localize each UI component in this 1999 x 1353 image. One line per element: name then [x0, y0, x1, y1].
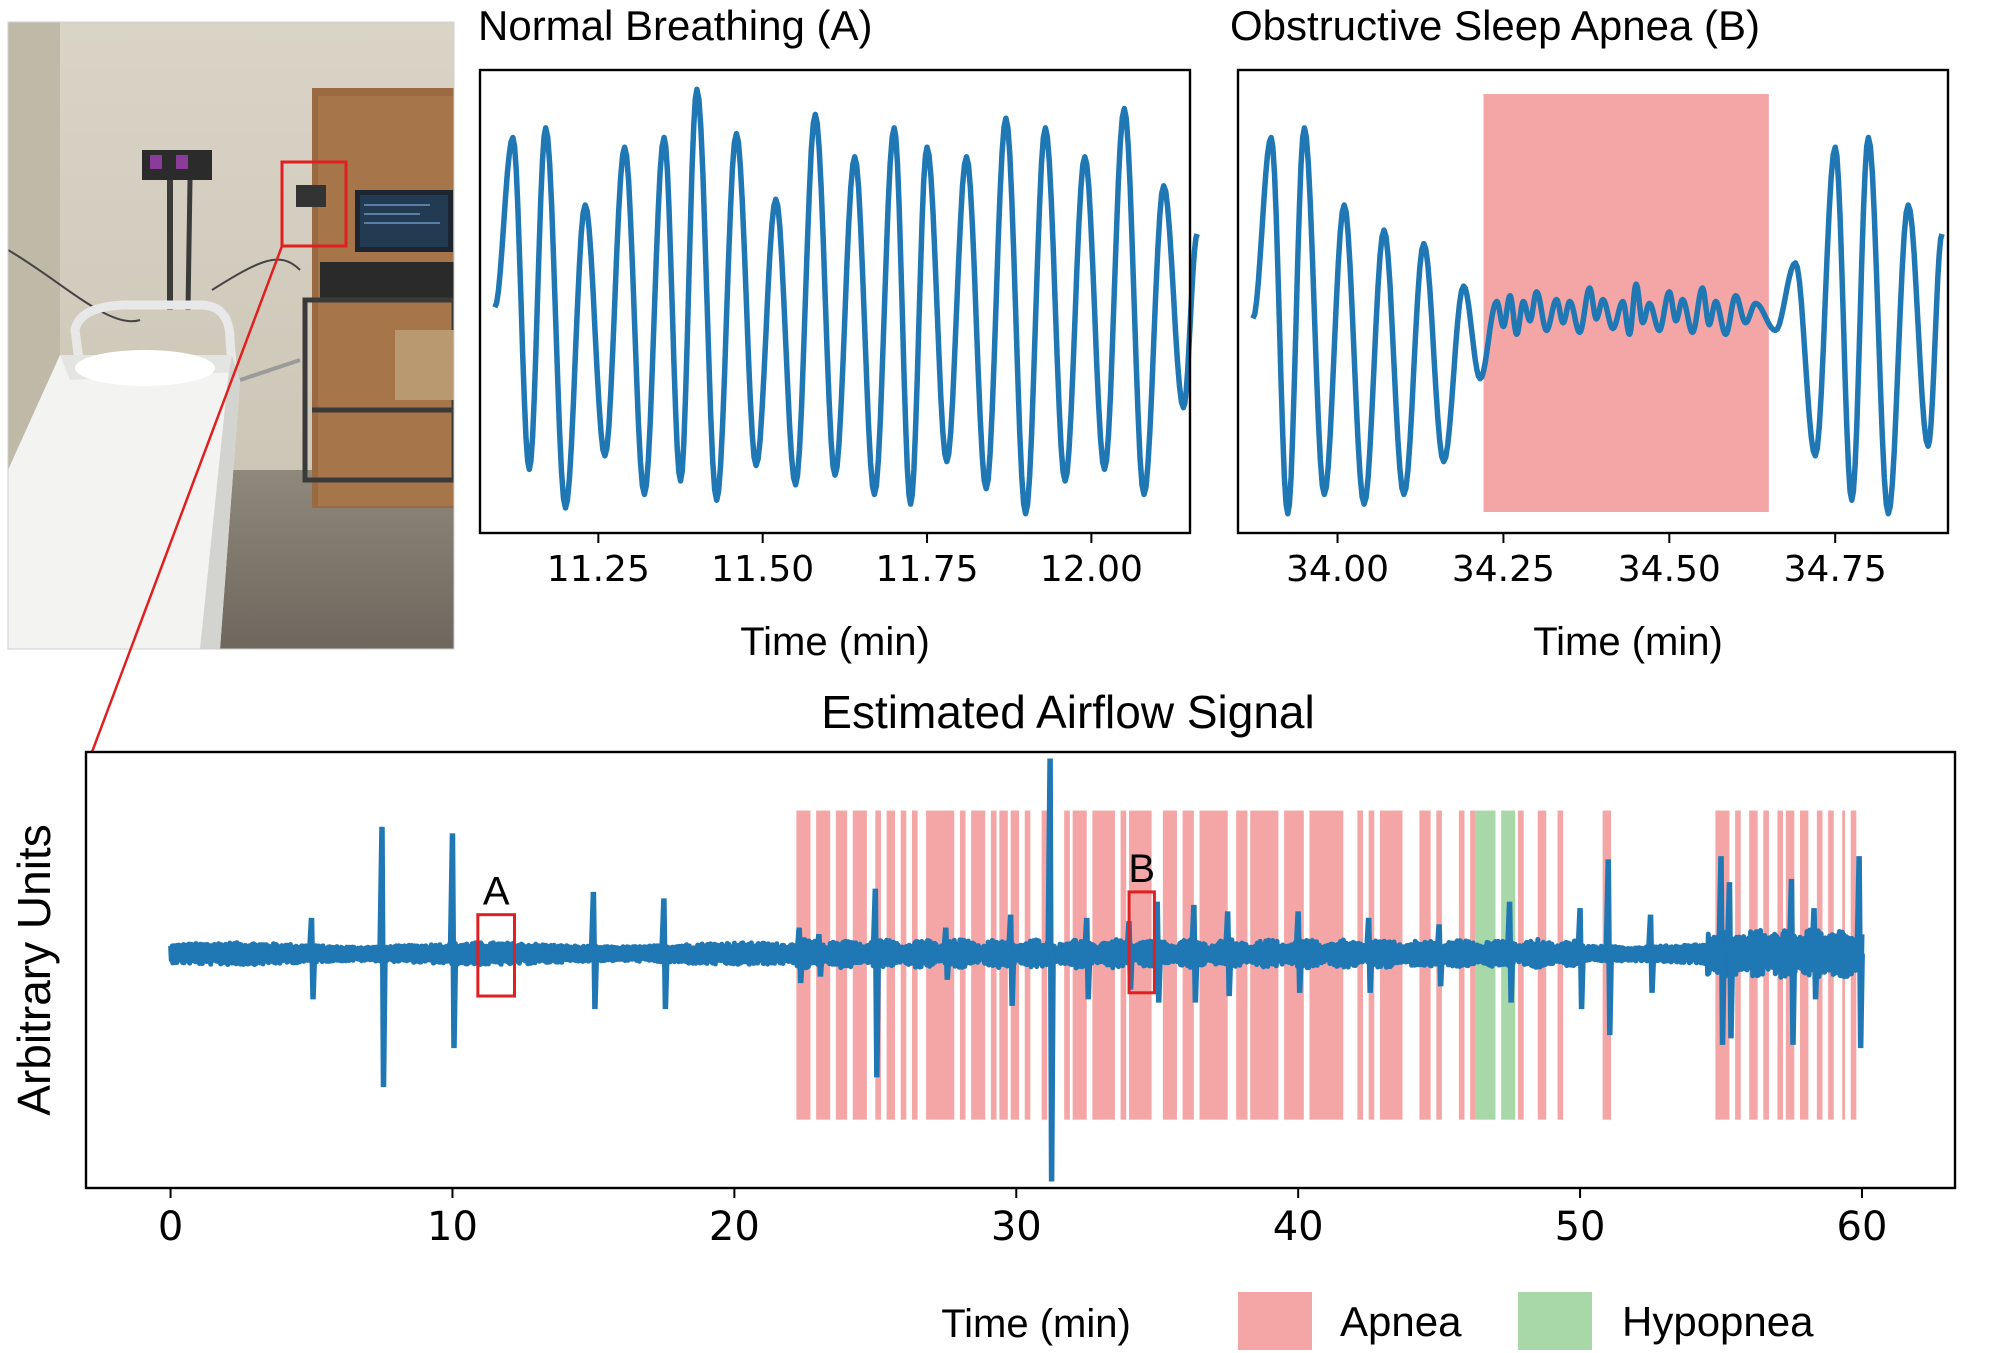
chart-main-xtick-label: 50: [1555, 1204, 1606, 1250]
chart-b-xtick-label: 34.00: [1286, 549, 1389, 590]
marker-label-a: A: [483, 870, 510, 914]
airflow-spike: [377, 826, 388, 1088]
chart-a-frame: [478, 68, 1192, 535]
airflow-spike: [1603, 859, 1615, 1036]
chart-a-ticks: 11.25 11.50 11.75 12.00: [547, 533, 1143, 590]
chart-b-title: Obstructive Sleep Apnea (B): [1230, 2, 1760, 49]
airflow-spike: [1716, 856, 1727, 1045]
chart-main-ticks: 0 10 20 30 40 50 60: [158, 1188, 1888, 1250]
apnea-interval: [1357, 810, 1364, 1120]
legend-label-apnea: Apnea: [1340, 1298, 1462, 1345]
airflow-spike: [1189, 904, 1200, 1003]
photo-connector-line: [90, 245, 284, 753]
legend: Apnea Hypopnea: [1238, 1292, 1814, 1350]
chart-main-xtick-label: 40: [1273, 1204, 1324, 1250]
chart-main-ylabel: Arbitrary Units: [8, 824, 60, 1115]
chart-main-xtick-label: 60: [1837, 1204, 1888, 1250]
chart-a-xlabel: Time (min): [740, 620, 930, 664]
chart-main-title: Estimated Airflow Signal: [821, 686, 1314, 738]
airflow-spike: [588, 891, 600, 1010]
equipment-cart: [320, 262, 454, 300]
airflow-spike: [1809, 908, 1820, 1000]
airflow-spike: [1645, 914, 1657, 993]
legend-swatch-apnea: [1238, 1292, 1312, 1350]
airflow-spike: [1434, 924, 1445, 987]
marker-box-a: [476, 913, 516, 998]
chart-b: Obstructive Sleep Apnea (B) 34.00 34.25 34…: [1230, 2, 1950, 664]
chart-b-frame: [1236, 68, 1950, 535]
chart-main-xtick-label: 30: [991, 1204, 1042, 1250]
airflow-spike: [794, 927, 805, 984]
airflow-spike: [1786, 878, 1798, 1045]
chart-b-xtick-label: 34.25: [1452, 549, 1555, 590]
chart-b-plot: [1250, 125, 1945, 517]
chart-b-ticks: 34.00 34.25 34.50 34.75: [1286, 533, 1887, 590]
chart-a-title: Normal Breathing (A): [478, 2, 872, 49]
chart-main-plot: [168, 758, 1865, 1182]
chart-main-frame: [84, 750, 1957, 1190]
airflow-spike: [1152, 901, 1163, 1003]
airflow-spike: [1222, 911, 1234, 997]
apnea-interval: [1284, 810, 1304, 1120]
chart-main-xtick-label: 0: [158, 1204, 183, 1250]
photo-camera-highlight: [280, 160, 348, 248]
apnea-interval: [900, 810, 907, 1120]
apnea-interval: [1557, 810, 1564, 1120]
airflow-spike: [1293, 911, 1304, 993]
airflow-spike: [1045, 758, 1056, 1182]
apnea-interval: [1162, 810, 1177, 1120]
airflow-spike: [1363, 917, 1375, 993]
marker-box-b: [1127, 890, 1156, 995]
chart-b-xtick-label: 34.75: [1784, 549, 1887, 590]
chart-a-xtick-label: 11.75: [876, 549, 979, 590]
chart-b-xtick-label: 34.50: [1618, 549, 1721, 590]
airflow-spike: [1005, 914, 1017, 1006]
legend-label-hypopnea: Hypopnea: [1622, 1298, 1814, 1345]
chart-main-xtick-label: 10: [427, 1204, 478, 1250]
chart-a-xtick-label: 11.50: [711, 549, 814, 590]
airflow-spike: [1082, 917, 1093, 1000]
airflow-spike: [1504, 901, 1516, 1003]
chart-main-xtick-label: 20: [709, 1204, 760, 1250]
airflow-spike: [447, 833, 459, 1049]
chart-a-plot: [492, 86, 1200, 517]
airflow-spike: [1575, 908, 1586, 1010]
camera-stand: [142, 150, 212, 311]
chart-main-xlabel: Time (min): [941, 1302, 1131, 1346]
chart-a-xtick-label: 12.00: [1040, 549, 1143, 590]
apnea-interval: [971, 810, 986, 1120]
apnea-interval: [1518, 810, 1524, 1120]
chart-b-xlabel: Time (min): [1533, 620, 1723, 664]
chart-main-markers: AB: [476, 847, 1156, 998]
chart-a: Normal Breathing (A) 11.25 11.50 11.75 12.0…: [478, 2, 1200, 664]
chart-b-series-line: [1250, 125, 1945, 517]
apnea-interval: [1092, 810, 1115, 1120]
marker-label-b: B: [1128, 847, 1155, 891]
airflow-spike: [659, 898, 670, 1010]
airflow-spike: [306, 917, 318, 1000]
airflow-spike: [814, 933, 825, 977]
legend-swatch-hypopnea: [1518, 1292, 1592, 1350]
room-photo: [7, 21, 455, 650]
apnea-interval: [852, 810, 867, 1120]
airflow-spike: [1724, 882, 1736, 1039]
chart-main: Estimated Airflow Signal AB 0 10 20 30 40 50 6…: [8, 686, 1957, 1350]
chart-a-series-line: [492, 86, 1200, 517]
chart-a-xtick-label: 11.25: [547, 549, 650, 590]
wall-camera: [296, 185, 326, 207]
airflow-spike: [1854, 856, 1865, 1049]
hospital-bed: [8, 300, 301, 649]
airflow-spike: [870, 888, 882, 1078]
airflow-spike: [941, 927, 952, 980]
